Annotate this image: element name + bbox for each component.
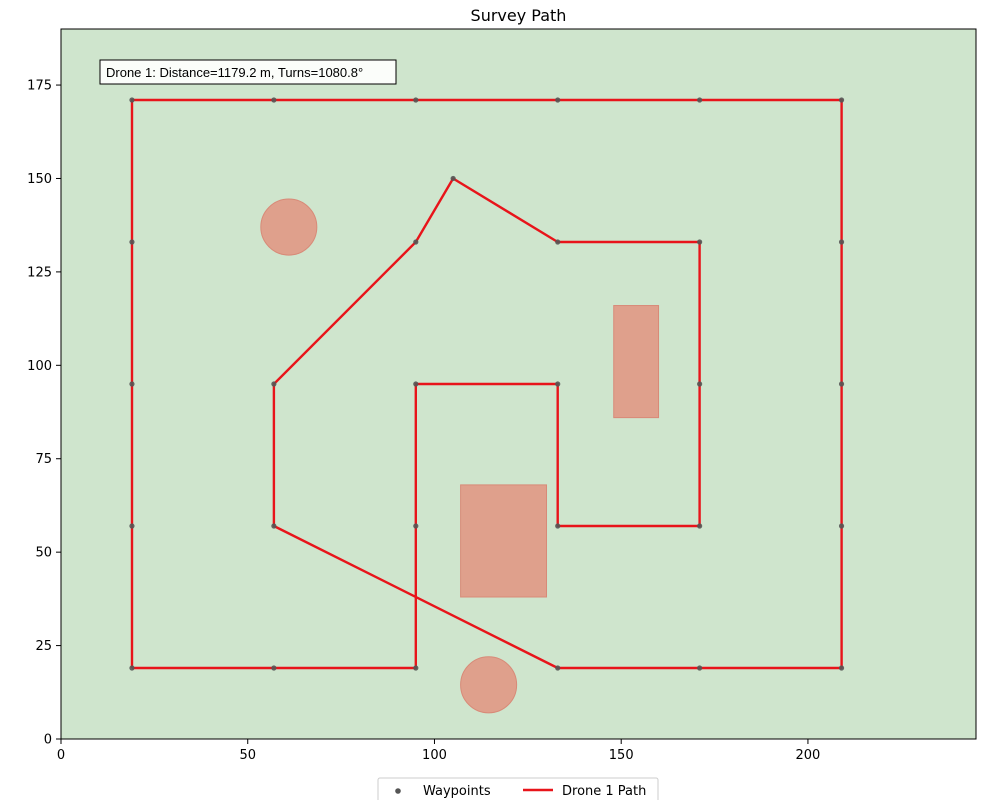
- annotation-box: Drone 1: Distance=1179.2 m, Turns=1080.8…: [99, 59, 397, 85]
- waypoint-point: [555, 665, 561, 671]
- waypoint-point: [129, 665, 135, 671]
- waypoint-point: [697, 381, 703, 387]
- waypoint-point: [129, 239, 135, 245]
- waypoint-point: [413, 97, 419, 103]
- x-axis: 0 50 100 150 200: [57, 739, 820, 763]
- obstacle-rect: [460, 484, 548, 598]
- x-tick-label: 150: [609, 748, 634, 763]
- y-tick-label: 150: [27, 172, 52, 187]
- obstacle-circle: [260, 198, 318, 256]
- waypoints-layer: [129, 97, 845, 671]
- waypoint-point: [838, 523, 845, 529]
- waypoint-point: [129, 523, 135, 529]
- plot-frame: [60, 28, 977, 740]
- y-tick-label: 25: [35, 639, 52, 654]
- waypoint-point: [413, 239, 419, 245]
- waypoint-point: [129, 97, 135, 103]
- annotation-text: Drone 1: Distance=1179.2 m, Turns=1080.8…: [106, 65, 363, 80]
- waypoint-point: [271, 97, 277, 103]
- y-tick-label: 125: [27, 265, 52, 280]
- waypoint-point: [555, 239, 561, 245]
- waypoint-point: [129, 381, 135, 387]
- y-tick-label: 175: [27, 79, 52, 94]
- y-tick-label: 50: [35, 546, 52, 561]
- x-tick-label: 0: [57, 748, 65, 763]
- waypoint-point: [450, 175, 456, 182]
- legend-waypoints-marker: [395, 788, 401, 794]
- waypoint-point: [555, 381, 561, 387]
- waypoint-point: [838, 381, 845, 387]
- waypoint-point: [838, 239, 845, 245]
- legend-waypoints-label: Waypoints: [423, 784, 491, 799]
- waypoint-point: [413, 523, 419, 529]
- y-axis: 0 25 50 75 100 125 150 175: [27, 79, 61, 748]
- waypoint-point: [271, 665, 277, 671]
- chart-title: Survey Path: [471, 6, 567, 25]
- x-tick-label: 200: [796, 748, 821, 763]
- legend: Waypoints Drone 1 Path: [377, 777, 659, 800]
- waypoint-point: [697, 523, 703, 529]
- waypoint-point: [271, 523, 277, 529]
- y-tick-label: 0: [44, 733, 52, 748]
- waypoint-point: [697, 665, 703, 671]
- waypoint-point: [697, 239, 703, 245]
- waypoint-point: [838, 665, 845, 671]
- waypoint-point: [555, 523, 561, 529]
- waypoint-point: [838, 97, 845, 103]
- waypoint-point: [697, 97, 703, 103]
- waypoint-point: [555, 97, 561, 103]
- obstacles-layer: [260, 198, 660, 714]
- y-tick-label: 75: [35, 452, 52, 467]
- y-tick-label: 100: [27, 359, 52, 374]
- obstacle-rect: [613, 305, 660, 419]
- x-tick-label: 50: [239, 748, 256, 763]
- legend-path-label: Drone 1 Path: [562, 784, 646, 799]
- obstacle-circle: [460, 656, 518, 714]
- x-tick-label: 100: [422, 748, 447, 763]
- waypoint-point: [413, 381, 419, 387]
- waypoint-point: [271, 381, 277, 387]
- waypoint-point: [413, 665, 419, 671]
